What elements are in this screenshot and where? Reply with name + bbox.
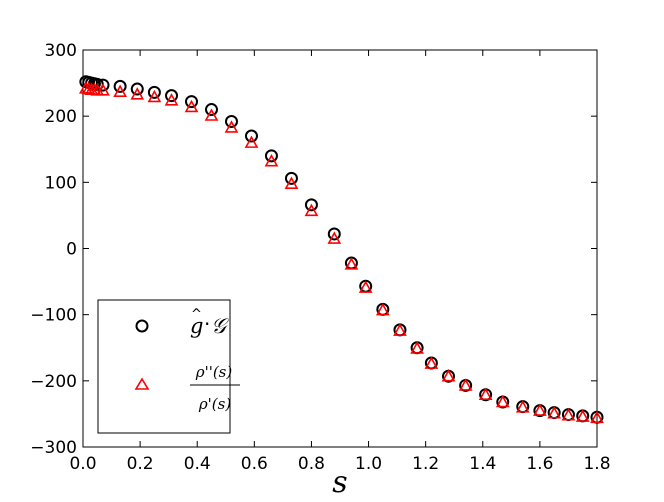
y-tick-label: 200 [45, 107, 77, 127]
legend-label-numerator: ρ''(s) [195, 363, 233, 381]
x-tick-label: 0.8 [298, 454, 325, 474]
legend-label-dot: · [204, 312, 210, 336]
data-point-triangle [375, 302, 390, 316]
data-point-triangle [393, 323, 407, 336]
data-point-triangle [204, 108, 219, 121]
x-tick-label: 0.6 [241, 454, 268, 474]
data-point-triangle [424, 356, 439, 369]
x-tick-label: 0.0 [69, 454, 96, 474]
data-point-triangle [244, 135, 259, 148]
axes-layer: 0.0 0.2 0.4 0.6 0.8 1.0 1.2 1.4 1.6 1.8 300 200 100 0… [30, 41, 610, 500]
data-point-triangle [130, 87, 145, 100]
data-point-triangle [344, 257, 359, 270]
y-tick-label: 0 [66, 240, 77, 260]
data-point-circle [113, 79, 127, 93]
legend-marker-circle [135, 319, 149, 333]
data-point-circle [205, 103, 218, 117]
data-point-triangle [284, 176, 299, 189]
data-point-circle [244, 129, 258, 143]
data-point-triangle [358, 280, 373, 293]
series-2 [79, 81, 604, 424]
data-point-triangle [478, 387, 493, 401]
data-point-triangle [590, 410, 604, 424]
y-tick-label: 300 [45, 41, 77, 61]
legend: g ^ · 𝒢 ρ''(s) ρ'(s) [97, 299, 240, 434]
data-point-triangle [224, 120, 239, 133]
y-tick-label: −300 [30, 438, 77, 458]
x-tick-label: 0.4 [184, 454, 211, 474]
data-point-circle [264, 149, 278, 163]
data-point-circle [284, 171, 298, 185]
legend-label-denominator: ρ'(s) [198, 395, 231, 413]
data-point-circle [147, 85, 161, 99]
data-point-triangle [264, 153, 279, 167]
data-point-triangle [533, 403, 547, 416]
data-point-triangle [547, 406, 562, 419]
x-tick-label: 1.6 [526, 454, 553, 474]
data-point-triangle [164, 93, 179, 106]
data-point-triangle [575, 409, 590, 422]
y-tick-label: −100 [30, 306, 77, 326]
legend-label-G: 𝒢 [211, 314, 229, 338]
data-point-circle [130, 82, 144, 96]
legend-label-hat: ^ [191, 307, 202, 322]
data-point-triangle [561, 408, 576, 421]
x-tick-label: 0.2 [127, 454, 154, 474]
x-tick-label: 1.0 [355, 454, 382, 474]
x-tick-label: 1.8 [583, 454, 610, 474]
data-point-triangle [113, 84, 127, 97]
data-point-triangle [410, 341, 424, 354]
data-point-triangle [184, 99, 199, 113]
data-point-triangle [458, 378, 473, 391]
x-tick-label: 1.4 [469, 454, 496, 474]
data-point-triangle [495, 394, 510, 408]
x-axis-label: s [332, 465, 347, 498]
data-point-circle [224, 114, 238, 128]
data-point-triangle [327, 231, 342, 244]
x-tick-label: 1.2 [412, 454, 439, 474]
data-point-circle [165, 89, 179, 103]
legend-marker-triangle [134, 377, 150, 390]
legend-label-g-hat: g [190, 314, 203, 338]
data-point-triangle [515, 400, 530, 413]
data-point-triangle [304, 203, 319, 217]
data-point-triangle [147, 89, 162, 103]
legend-box [97, 299, 231, 434]
data-point-circle [185, 95, 199, 109]
data-point-triangle [96, 83, 110, 96]
y-tick-label: −200 [30, 372, 77, 392]
data-point-triangle [441, 369, 456, 382]
data-point-circle [304, 198, 318, 212]
marks-layer [79, 75, 604, 424]
y-tick-label: 100 [45, 173, 77, 193]
data-point-circle [327, 227, 341, 241]
